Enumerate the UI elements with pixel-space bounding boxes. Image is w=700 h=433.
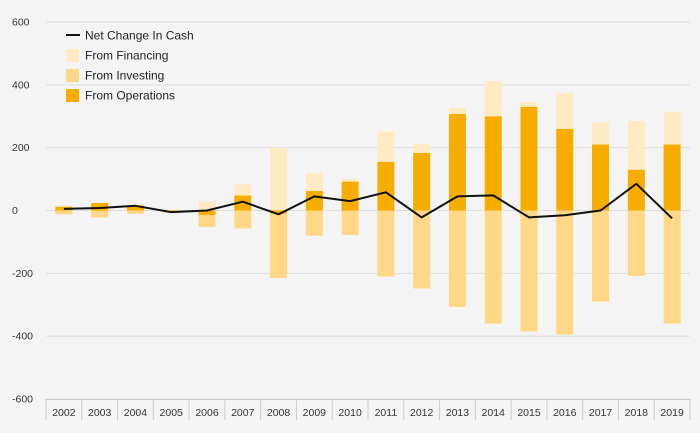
bar-financing (556, 92, 574, 129)
y-tick-label: 600 (12, 17, 30, 29)
x-tick-label: 2016 (553, 407, 577, 419)
bar-operations (234, 195, 252, 211)
bar-investing (234, 210, 252, 229)
bar-operations (448, 114, 466, 211)
bar-investing (198, 215, 216, 227)
bar-operations (663, 144, 681, 211)
bar-operations (520, 106, 538, 211)
y-tick-label: -600 (12, 394, 33, 406)
bar-financing (663, 111, 681, 145)
x-tick-label: 2013 (446, 407, 470, 419)
bar-investing (377, 210, 395, 277)
bar-operations (198, 210, 216, 216)
bar-operations (341, 181, 359, 211)
x-tick-label: 2007 (231, 407, 255, 419)
net-change-line (63, 182, 673, 220)
x-tick-label: 2017 (589, 407, 613, 419)
legend-item-operations: From Operations (66, 89, 175, 103)
x-tick-label: 2019 (660, 407, 684, 419)
bar-layer (55, 81, 681, 335)
bar-operations (91, 202, 109, 211)
bar-operations (413, 153, 431, 211)
net-change-line-layer (63, 182, 673, 220)
x-tick-label: 2014 (482, 407, 506, 419)
bar-financing (198, 201, 216, 211)
legend-label-investing: From Investing (85, 69, 164, 83)
x-tick-label: 2009 (303, 407, 327, 419)
x-tick-label: 2015 (517, 407, 541, 419)
x-tick-label: 2002 (52, 407, 76, 419)
y-tick-label: -200 (12, 268, 33, 280)
bar-financing (520, 102, 538, 107)
bar-operations (270, 210, 288, 214)
x-tick-label: 2004 (124, 407, 148, 419)
x-tick-label: 2003 (88, 407, 112, 419)
bar-financing (627, 120, 645, 170)
bar-operations (627, 169, 645, 211)
x-tick-label: 2010 (338, 407, 362, 419)
bar-investing (448, 210, 466, 307)
x-tick-label: 2006 (195, 407, 219, 419)
bar-financing (448, 107, 466, 115)
bar-financing (413, 144, 431, 154)
x-tick-label: 2005 (160, 407, 184, 419)
bar-investing (484, 210, 502, 324)
bar-investing (556, 210, 574, 335)
bar-financing (305, 172, 323, 192)
bar-operations (55, 206, 73, 211)
y-tick-label: -400 (12, 331, 33, 343)
bar-financing (162, 209, 180, 211)
bar-operations (162, 210, 180, 212)
bar-financing (270, 147, 288, 211)
bar-operations (556, 128, 574, 211)
bar-operations (377, 161, 395, 211)
bar-financing (592, 122, 610, 145)
legend-item-financing: From Financing (66, 49, 168, 63)
bar-investing (270, 213, 288, 279)
x-tick-label: 2018 (625, 407, 649, 419)
x-axis-layer: 2002 2003 2004 2005 2006 2007 2008 2009 2010 2011… (45, 399, 691, 420)
legend-item-investing: From Investing (66, 69, 164, 83)
bar-operations (305, 191, 323, 211)
bar-financing (341, 179, 359, 182)
bar-operations (592, 144, 610, 211)
bar-financing (377, 131, 395, 162)
bar-investing (305, 210, 323, 236)
x-tick-label: 2012 (410, 407, 434, 419)
bar-investing (663, 210, 681, 324)
bar-financing (234, 184, 252, 196)
bar-investing (341, 210, 359, 236)
legend-swatch-operations (66, 89, 79, 102)
bar-financing (484, 81, 502, 117)
bar-investing (55, 210, 73, 215)
y-tick-label: 0 (12, 205, 18, 217)
legend-swatch-financing (66, 49, 79, 62)
bar-investing (520, 210, 538, 332)
bar-investing (413, 210, 431, 289)
bar-investing (126, 210, 144, 214)
bar-investing (627, 210, 645, 276)
legend-swatch-investing (66, 69, 79, 82)
legend-item-net: Net Change In Cash (66, 29, 194, 43)
legend-label-financing: From Financing (85, 49, 168, 63)
legend-label-operations: From Operations (85, 89, 175, 103)
bar-investing (91, 210, 109, 218)
bar-operations (484, 116, 502, 211)
x-tick-label: 2008 (267, 407, 291, 419)
y-tick-label: 400 (12, 79, 30, 91)
x-tick-label: 2011 (375, 407, 398, 419)
legend-label-net: Net Change In Cash (85, 29, 194, 43)
legend: Net Change In Cash From Financing From I… (66, 29, 194, 103)
grid-layer: 600 400 200 0 -200 -400 -600 (12, 17, 690, 406)
y-tick-label: 200 (12, 142, 30, 154)
bar-investing (592, 210, 610, 302)
bar-financing (55, 205, 73, 207)
bar-operations (126, 205, 144, 211)
